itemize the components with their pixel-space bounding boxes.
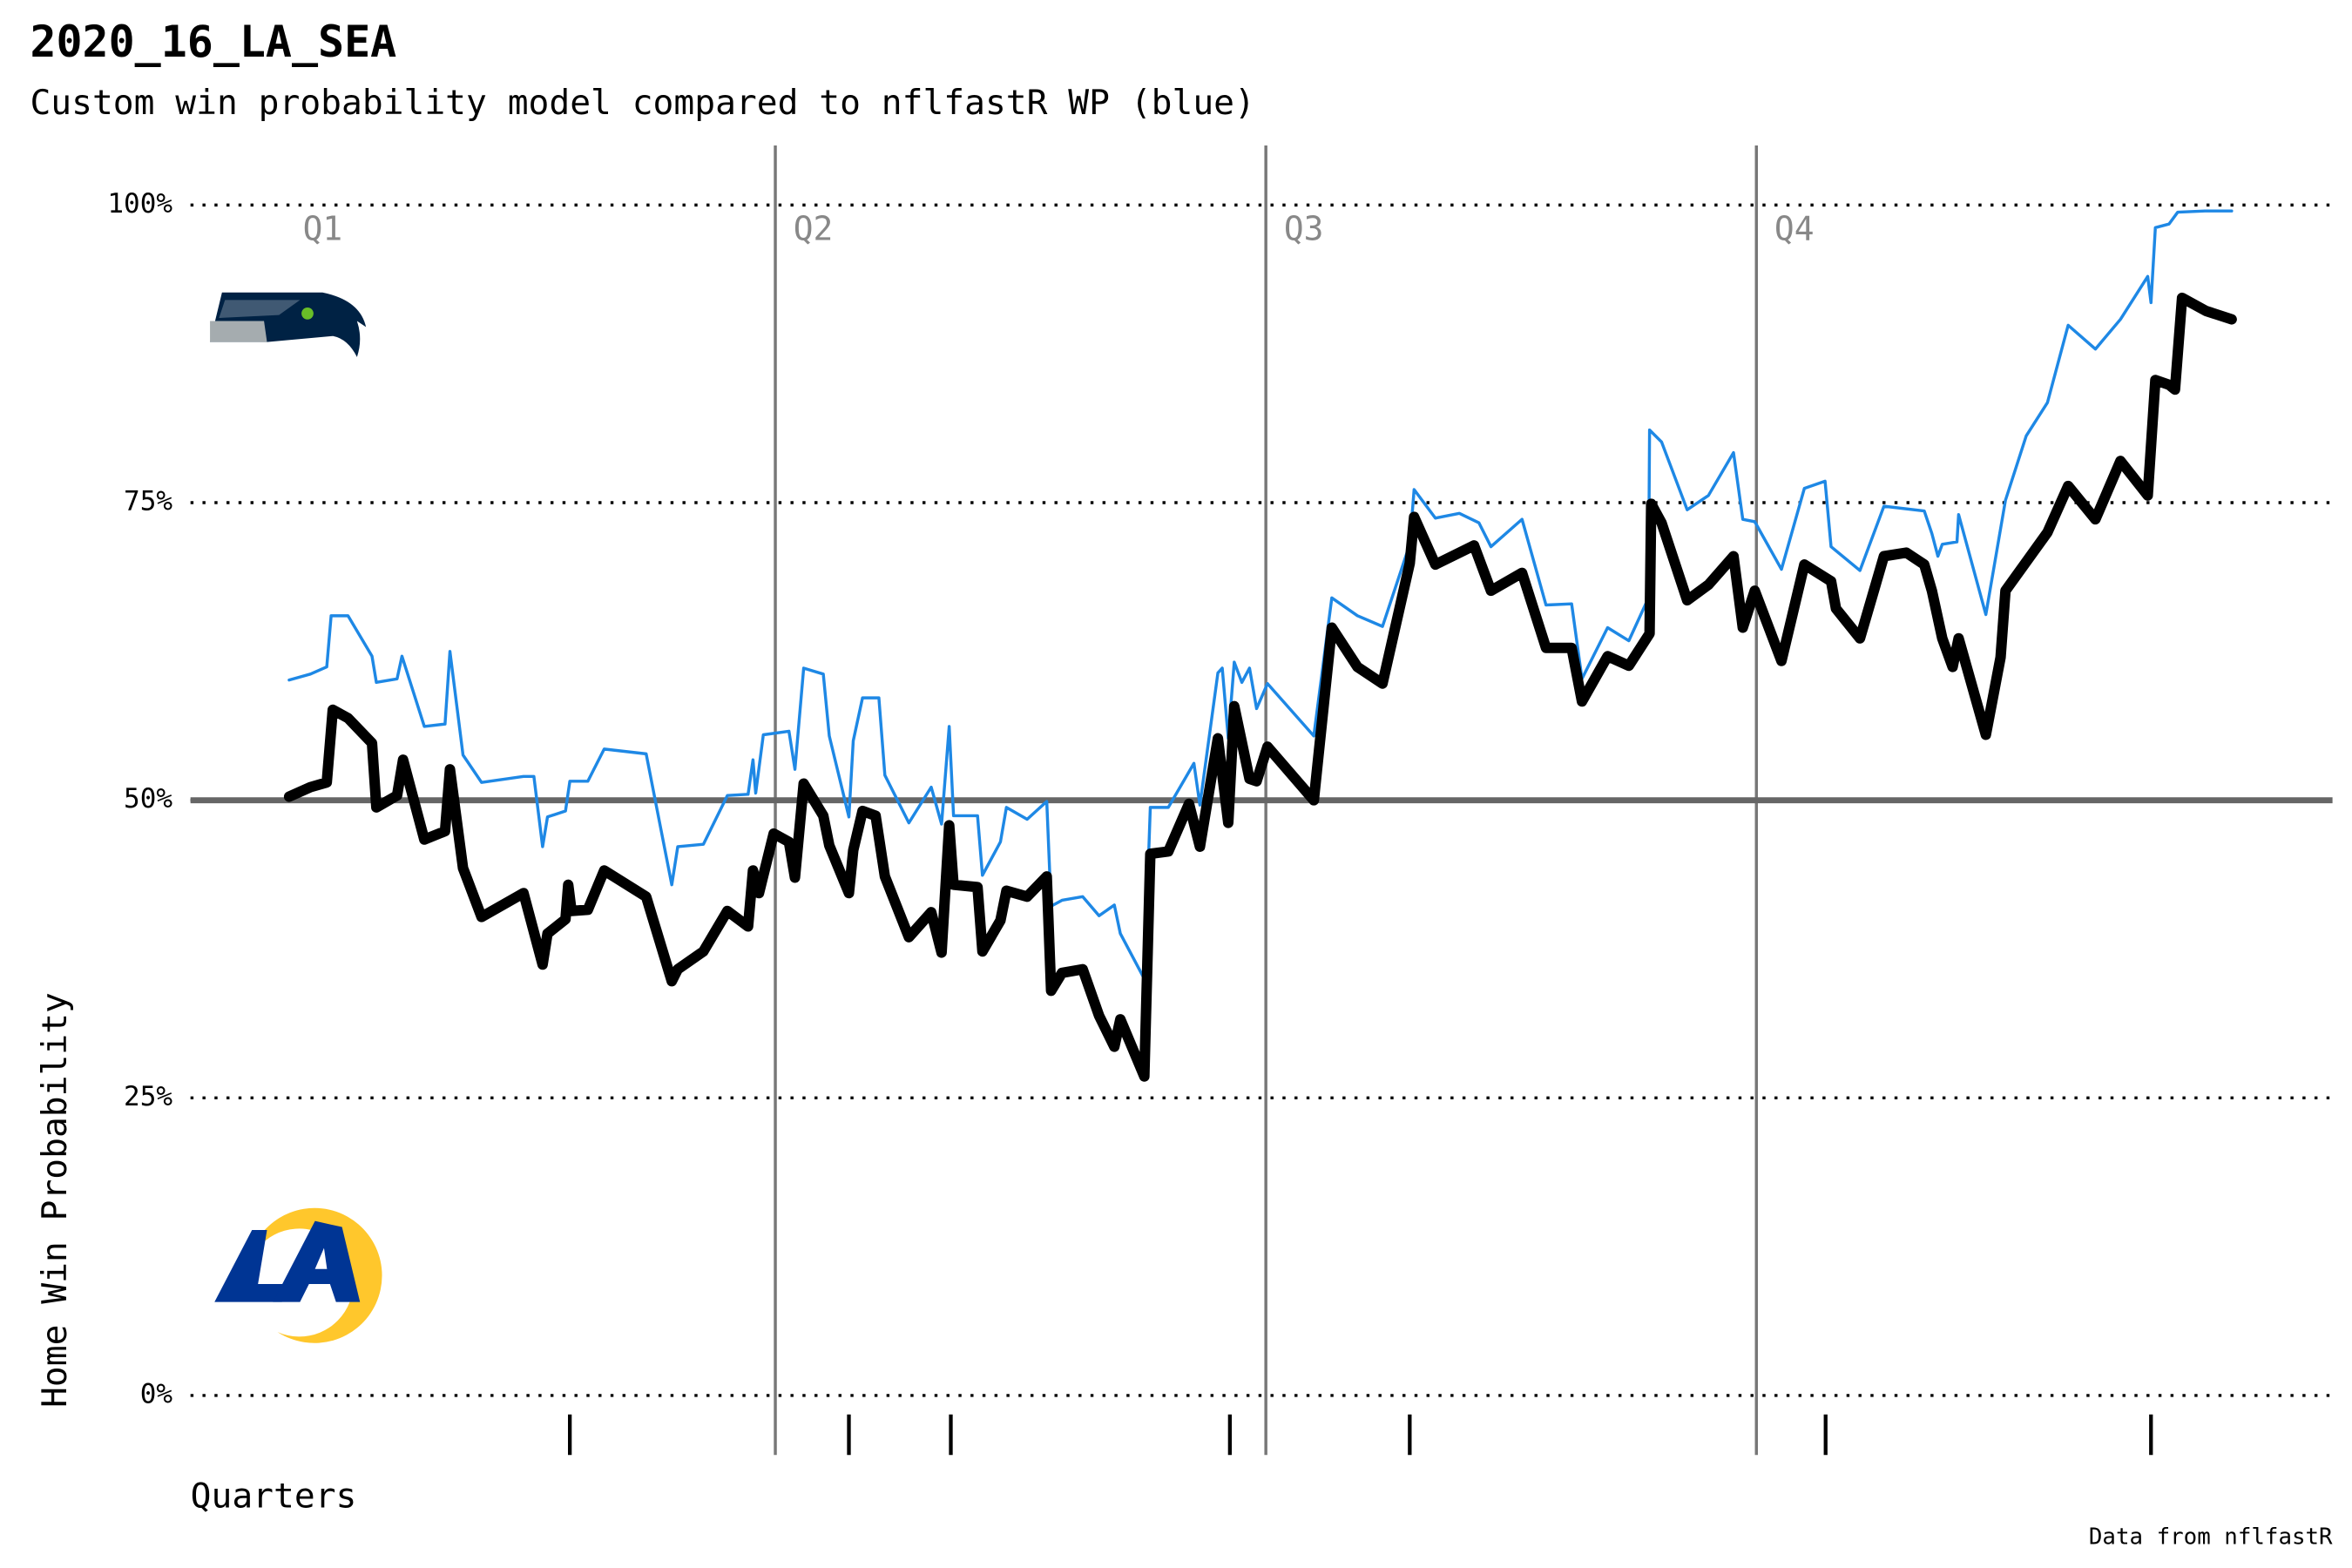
quarter-label: Q4 [1774, 210, 1815, 248]
quarter-label: Q1 [303, 210, 343, 248]
series-line: Custom WP [283, 292, 2237, 1082]
series-line: nflfastR WP [287, 209, 2234, 981]
caption: Data from nflfastR [2089, 1524, 2333, 1550]
y-tick-label: 75% [124, 486, 172, 517]
quarter-label: Q2 [794, 210, 834, 248]
y-tick-label: 0% [140, 1378, 173, 1409]
chart-subtitle: Custom win probability model compared to… [30, 83, 1254, 123]
y-tick-label: 100% [107, 188, 172, 220]
y-tick-label: 50% [124, 783, 172, 814]
x-axis-label: Quarters [191, 1477, 357, 1517]
quarter-label: Q3 [1284, 210, 1324, 248]
chart-title: 2020_16_LA_SEA [30, 17, 396, 67]
home-team-logo [210, 292, 367, 357]
y-tick-label: 25% [124, 1081, 172, 1112]
y-axis-label: Home Win Probability [35, 992, 75, 1408]
